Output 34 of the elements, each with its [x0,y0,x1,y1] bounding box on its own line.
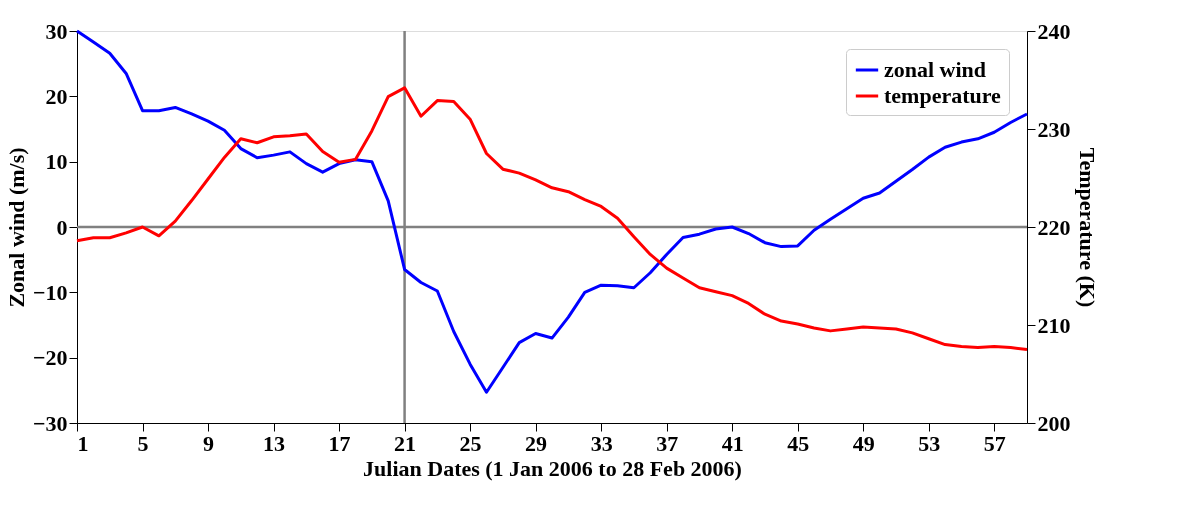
x-tick-label: 21 [394,430,417,456]
x-tick-label: 45 [787,430,810,456]
x-tick-label: 29 [525,430,548,456]
x-tick-label: 25 [459,430,482,456]
y-axis-title: Zonal wind (m/s) [3,147,29,308]
line-series [75,86,1029,351]
y2-tick-label: 200 [1037,410,1071,436]
line-series [75,29,1029,394]
y2-tick-label: 220 [1037,214,1071,240]
x-tick-label: 1 [77,430,89,456]
x-tick-label: 5 [137,430,149,456]
y-tick-label: −20 [32,345,68,371]
legend-label: temperature [884,83,1002,108]
y-tick-label: −30 [32,410,68,436]
y2-tick-label: 230 [1037,116,1071,142]
y-tick-label: 0 [56,214,68,240]
x-tick-label: 41 [721,430,744,456]
y-tick-label: −10 [32,279,68,305]
x-tick-label: 9 [203,430,215,456]
y-tick-label: 20 [45,83,68,109]
x-tick-label: 53 [918,430,941,456]
y-tick-label: 10 [45,149,68,175]
x-tick-label: 57 [983,430,1006,456]
x-tick-label: 17 [328,430,351,456]
y2-axis-title: Temperature (K) [1074,147,1100,308]
x-tick-label: 37 [656,430,679,456]
y2-tick-label: 210 [1037,312,1071,338]
x-tick-label: 33 [590,430,613,456]
x-tick-label: 49 [852,430,875,456]
x-tick-label: 13 [263,430,286,456]
x-axis-title: Julian Dates (1 Jan 2006 to 28 Feb 2006) [363,455,742,481]
y-tick-label: 30 [45,18,68,44]
y2-tick-label: 240 [1037,18,1071,44]
legend-label: zonal wind [884,57,987,82]
